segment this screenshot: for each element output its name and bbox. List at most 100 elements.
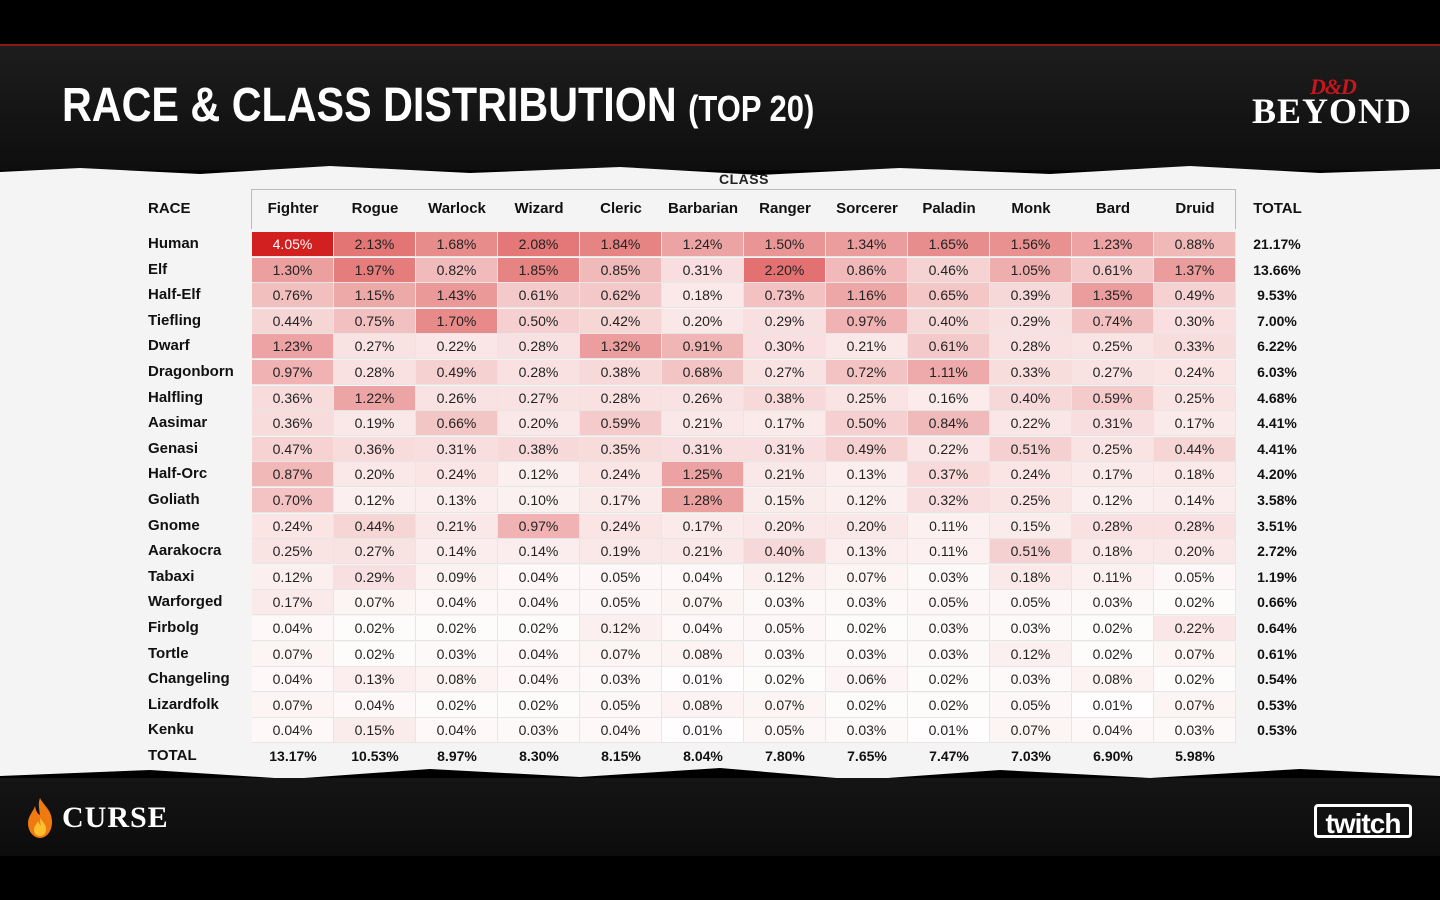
heatmap-cell: 0.28%	[580, 385, 662, 411]
heatmap-cell: 0.18%	[1154, 462, 1236, 488]
row-total: 1.19%	[1257, 568, 1297, 585]
heatmap-cell: 1.28%	[662, 488, 744, 513]
row-total: 0.54%	[1257, 671, 1297, 688]
heatmap-cell: 0.24%	[416, 462, 498, 488]
heatmap-cell: 0.12%	[1072, 488, 1154, 513]
heatmap-cell: 0.03%	[498, 718, 580, 744]
row-total: 13.66%	[1253, 261, 1301, 278]
heatmap-cell: 0.50%	[826, 411, 908, 437]
race-label: Dwarf	[148, 337, 190, 355]
heatmap-cell: 0.04%	[498, 590, 580, 616]
heatmap-cell: 0.25%	[1072, 334, 1154, 360]
heatmap-cell: 1.68%	[416, 232, 498, 257]
row-total: 7.00%	[1257, 312, 1297, 329]
heatmap-cell: 0.20%	[498, 411, 580, 437]
race-label: Warforged	[148, 593, 223, 611]
heatmap-cell: 0.22%	[990, 411, 1072, 437]
heatmap-cell: 0.97%	[498, 513, 580, 539]
heatmap-cell: 0.03%	[1154, 718, 1236, 744]
heatmap-cell: 0.05%	[580, 590, 662, 616]
row-total: 4.41%	[1257, 415, 1297, 432]
heatmap-cell: 0.12%	[580, 616, 662, 641]
heatmap-cell: 0.30%	[1154, 308, 1236, 334]
heatmap-cell: 0.03%	[990, 667, 1072, 693]
heatmap-cell: 0.84%	[908, 411, 990, 437]
heatmap-cell: 0.15%	[990, 513, 1072, 539]
curse-logo-text: CURSE	[62, 801, 169, 834]
heatmap-cell: 1.16%	[826, 283, 908, 309]
race-label: Human	[148, 235, 199, 252]
heatmap-cell: 0.02%	[1154, 667, 1236, 693]
heatmap-cell: 0.28%	[1154, 513, 1236, 539]
heatmap-cell: 0.03%	[580, 667, 662, 693]
heatmap-cell: 0.03%	[908, 641, 990, 667]
heatmap-cell: 0.14%	[416, 539, 498, 565]
heatmap-cell: 1.85%	[498, 257, 580, 283]
heatmap-cell: 0.59%	[1072, 385, 1154, 411]
heatmap-cell: 0.07%	[1154, 641, 1236, 667]
heatmap-cell: 0.12%	[744, 564, 826, 590]
heatmap-cell: 0.49%	[416, 360, 498, 385]
heatmap-cell: 0.11%	[908, 539, 990, 565]
heatmap-cell: 0.03%	[1072, 590, 1154, 616]
heatmap-cell: 0.05%	[744, 616, 826, 641]
heatmap-cell: 0.49%	[1154, 283, 1236, 309]
bottom-letterbox	[0, 856, 1440, 900]
heatmap-cell: 0.19%	[580, 539, 662, 565]
heatmap-cell: 0.04%	[252, 718, 334, 744]
race-label: Halfling	[148, 388, 203, 406]
race-label: Aarakocra	[148, 542, 222, 560]
class-header: Bard	[1095, 200, 1131, 217]
heatmap-cell: 0.03%	[826, 590, 908, 616]
heatmap-cell: 0.04%	[252, 667, 334, 693]
heatmap-cell: 0.15%	[744, 488, 826, 513]
heatmap-cell: 1.65%	[908, 232, 990, 257]
class-header: Paladin	[922, 200, 976, 217]
heatmap-cell: 0.04%	[580, 718, 662, 744]
heatmap-cell: 1.50%	[744, 232, 826, 257]
heatmap-cell: 0.97%	[252, 360, 334, 385]
row-total: 0.64%	[1257, 620, 1297, 636]
heatmap-cell: 0.04%	[1072, 718, 1154, 744]
heatmap-cell: 1.25%	[662, 462, 744, 488]
heatmap-cell: 0.75%	[334, 308, 416, 334]
race-label: Tortle	[148, 644, 189, 662]
heatmap-cell: 0.08%	[1072, 667, 1154, 693]
column-total: 8.04%	[683, 748, 723, 764]
heatmap-cell: 0.04%	[334, 692, 416, 718]
race-label: Lizardfolk	[148, 695, 219, 713]
class-group-label: CLASS	[719, 171, 769, 187]
dnd-logo-mark: D&D	[1310, 74, 1357, 99]
heatmap-cell: 0.42%	[580, 308, 662, 334]
heatmap-cell: 0.05%	[990, 590, 1072, 616]
heatmap-cell: 0.31%	[662, 436, 744, 462]
heatmap-cell: 0.03%	[416, 641, 498, 667]
heatmap-cell: 0.17%	[1072, 462, 1154, 488]
heatmap-cell: 0.05%	[744, 718, 826, 744]
class-header: Cleric	[600, 200, 642, 217]
heatmap-cell: 0.31%	[662, 257, 744, 283]
column-total: 6.90%	[1093, 748, 1133, 764]
heatmap-cell: 0.02%	[416, 692, 498, 718]
heatmap-cell: 0.86%	[826, 257, 908, 283]
heatmap-cell: 0.28%	[498, 360, 580, 385]
heatmap-cell: 0.02%	[826, 692, 908, 718]
heatmap-cell: 0.20%	[1154, 539, 1236, 565]
heatmap-cell: 0.02%	[1072, 641, 1154, 667]
row-total: 2.72%	[1257, 543, 1297, 560]
race-label: Elf	[148, 260, 168, 278]
heatmap-cell: 0.36%	[252, 385, 334, 411]
heatmap-cell: 0.31%	[1072, 411, 1154, 437]
heatmap-cell: 0.49%	[826, 436, 908, 462]
row-total: 4.68%	[1257, 389, 1297, 406]
heatmap-cell: 0.14%	[498, 539, 580, 565]
row-total: 0.66%	[1257, 594, 1297, 611]
heatmap-cell: 1.43%	[416, 283, 498, 309]
race-label: Gnome	[148, 516, 200, 534]
heatmap-cell: 0.39%	[990, 283, 1072, 309]
heatmap-cell: 0.21%	[744, 462, 826, 488]
class-header: Warlock	[428, 200, 486, 217]
heatmap-cell: 0.21%	[662, 539, 744, 565]
heatmap-cell: 0.21%	[662, 411, 744, 437]
heatmap-cell: 0.01%	[908, 718, 990, 744]
